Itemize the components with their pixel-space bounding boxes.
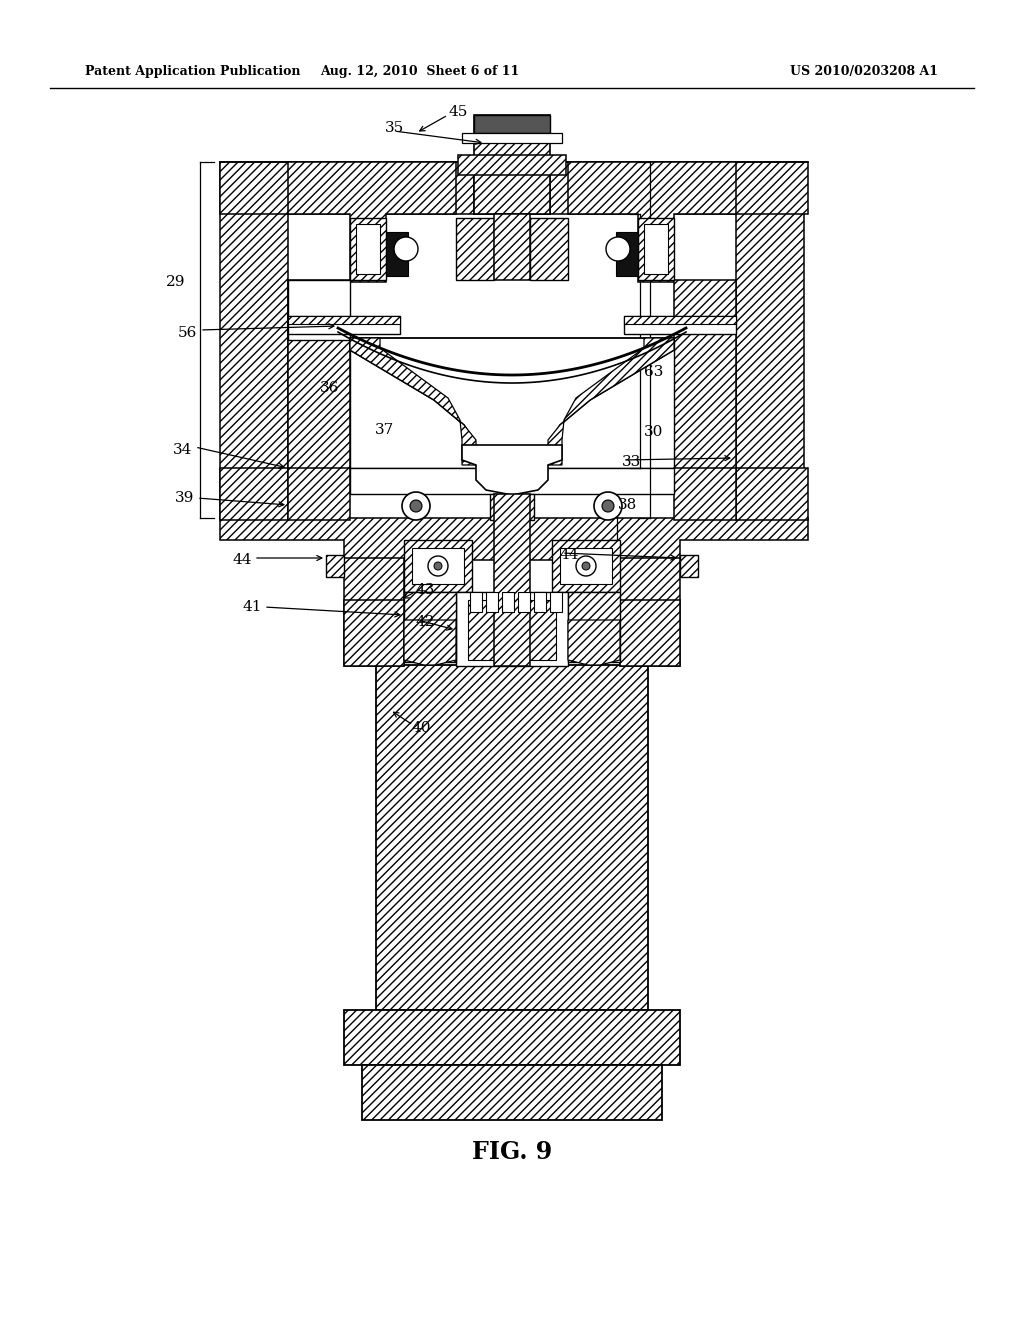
Polygon shape	[674, 469, 736, 520]
Circle shape	[594, 492, 622, 520]
Bar	[288, 315, 400, 334]
Text: 35: 35	[384, 121, 403, 135]
Bar	[288, 280, 350, 341]
Text: 43: 43	[415, 583, 434, 597]
Bar	[326, 554, 344, 577]
Bar	[736, 162, 804, 517]
Text: 42: 42	[415, 615, 434, 630]
Bar	[356, 224, 380, 275]
Circle shape	[606, 238, 630, 261]
Polygon shape	[736, 469, 808, 520]
Circle shape	[410, 500, 422, 512]
Bar	[494, 494, 530, 667]
Polygon shape	[220, 469, 288, 520]
Text: 41: 41	[243, 601, 262, 614]
Bar	[458, 154, 566, 176]
Bar	[620, 601, 680, 667]
Bar	[486, 591, 498, 612]
Bar	[344, 558, 404, 667]
Text: 29: 29	[166, 275, 185, 289]
Bar	[220, 162, 288, 517]
Polygon shape	[350, 338, 476, 465]
Text: US 2010/0203208 A1: US 2010/0203208 A1	[790, 66, 938, 78]
Circle shape	[582, 562, 590, 570]
Polygon shape	[350, 338, 674, 465]
Bar	[494, 214, 530, 280]
Bar	[404, 540, 472, 591]
Bar	[456, 591, 568, 667]
Circle shape	[428, 556, 449, 576]
Bar	[386, 232, 408, 276]
Circle shape	[602, 500, 614, 512]
Bar	[638, 218, 674, 280]
Circle shape	[575, 556, 596, 576]
Bar	[616, 232, 638, 276]
Bar	[534, 591, 546, 612]
Text: 63: 63	[644, 366, 664, 379]
Bar	[680, 554, 698, 577]
Bar	[644, 224, 668, 275]
Bar	[620, 558, 680, 667]
Bar	[474, 162, 550, 214]
Bar	[350, 341, 674, 469]
Bar	[568, 591, 620, 663]
Text: 40: 40	[412, 721, 431, 735]
Bar	[624, 315, 736, 323]
Bar	[344, 1010, 680, 1065]
Bar	[550, 591, 562, 612]
Polygon shape	[288, 469, 350, 520]
Text: 33: 33	[622, 455, 641, 469]
Bar	[412, 548, 464, 583]
Text: 37: 37	[376, 422, 394, 437]
Bar	[220, 162, 808, 214]
Text: Patent Application Publication: Patent Application Publication	[85, 66, 300, 78]
Bar	[468, 601, 556, 660]
Text: 44: 44	[560, 548, 580, 562]
Bar	[288, 280, 350, 480]
Text: 39: 39	[175, 491, 194, 506]
Polygon shape	[220, 517, 808, 560]
Text: 38: 38	[618, 498, 637, 512]
Bar	[362, 1065, 662, 1119]
Bar	[376, 665, 648, 1010]
Bar	[490, 494, 534, 520]
Bar	[560, 548, 612, 583]
Bar	[552, 540, 620, 591]
Bar	[344, 601, 404, 667]
Text: 56: 56	[177, 326, 197, 341]
Bar	[518, 591, 530, 612]
Circle shape	[434, 562, 442, 570]
Bar	[456, 218, 494, 280]
Polygon shape	[462, 445, 562, 495]
Bar	[674, 280, 736, 480]
Polygon shape	[568, 620, 620, 665]
Bar	[530, 218, 568, 280]
Polygon shape	[568, 162, 736, 282]
Bar	[462, 133, 562, 143]
Polygon shape	[548, 338, 674, 465]
Polygon shape	[288, 162, 456, 282]
Bar	[470, 591, 482, 612]
Circle shape	[394, 238, 418, 261]
Polygon shape	[404, 620, 456, 665]
Bar	[474, 115, 550, 214]
Circle shape	[402, 492, 430, 520]
Text: Aug. 12, 2010  Sheet 6 of 11: Aug. 12, 2010 Sheet 6 of 11	[321, 66, 519, 78]
Bar	[502, 591, 514, 612]
Text: FIG. 9: FIG. 9	[472, 1140, 552, 1164]
Text: 45: 45	[449, 106, 468, 119]
Bar	[624, 315, 736, 334]
Text: 34: 34	[173, 444, 193, 457]
Text: 44: 44	[232, 553, 252, 568]
Text: 36: 36	[321, 381, 340, 395]
Bar	[350, 469, 674, 494]
Bar	[474, 115, 550, 133]
Bar	[288, 315, 400, 323]
Text: 30: 30	[644, 425, 664, 440]
Bar	[404, 591, 456, 663]
Bar	[350, 218, 386, 280]
